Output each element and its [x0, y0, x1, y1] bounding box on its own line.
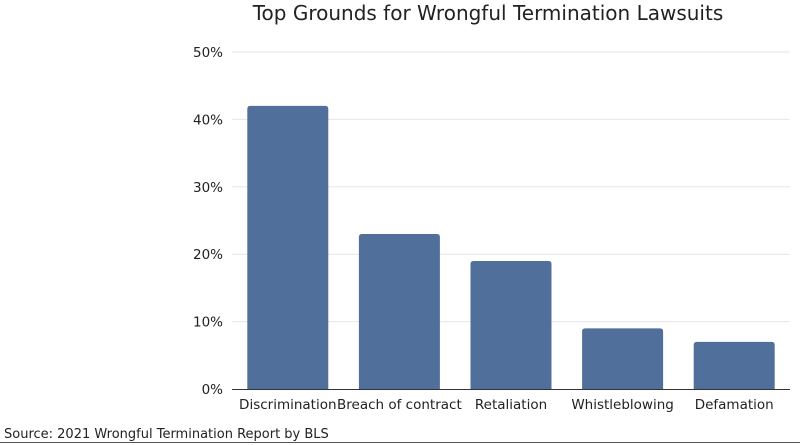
y-axis-tick-labels: 0% 10% 20% 30% 40% 50% — [193, 45, 223, 398]
bar — [582, 328, 664, 389]
source-note: Source: 2021 Wrongful Termination Report… — [4, 427, 329, 442]
source-divider — [0, 442, 800, 443]
bar — [247, 105, 329, 390]
y-tick-label: 30% — [193, 180, 223, 196]
x-category-label: Defamation — [695, 397, 774, 413]
x-category-label: Whistleblowing — [571, 397, 674, 413]
bar — [358, 233, 440, 389]
y-tick-label: 50% — [193, 45, 223, 61]
bar — [470, 260, 552, 389]
x-category-label: Retaliation — [475, 397, 547, 413]
bar — [693, 341, 775, 389]
x-category-label: Breach of contract — [337, 397, 462, 413]
bars — [247, 105, 775, 390]
y-tick-label: 10% — [193, 315, 223, 331]
y-tick-label: 0% — [202, 382, 224, 398]
x-axis-category-labels: Discrimination Breach of contract Retaliat… — [239, 397, 774, 413]
x-category-label: Discrimination — [239, 397, 337, 413]
chart-title: Top Grounds for Wrongful Termination Law… — [252, 1, 724, 25]
y-tick-label: 20% — [193, 247, 223, 263]
y-tick-label: 40% — [193, 112, 223, 128]
